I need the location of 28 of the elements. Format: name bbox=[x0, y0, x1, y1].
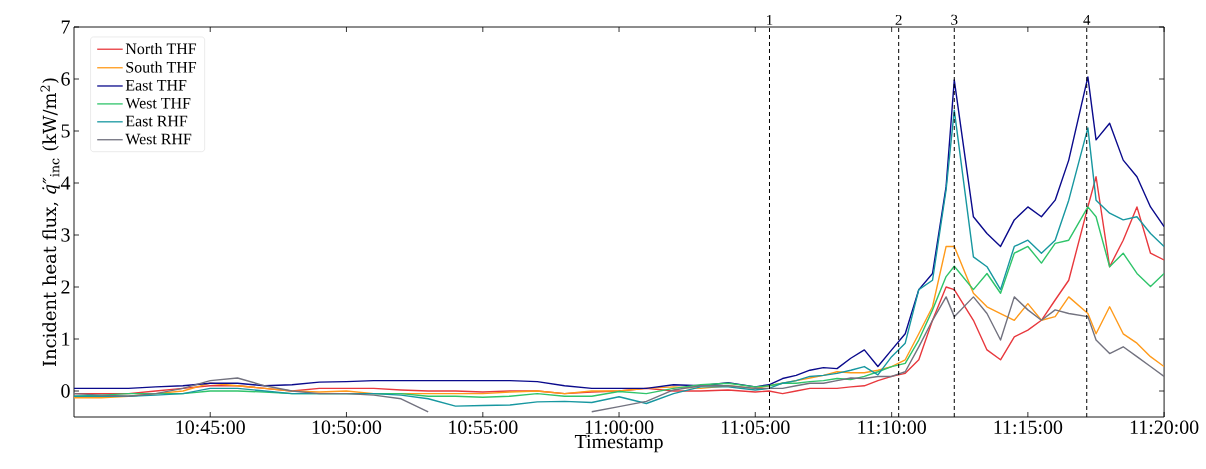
y-tick-label: 1 bbox=[62, 332, 70, 346]
y-tick-label: 6 bbox=[61, 72, 70, 86]
y-tick-label: 5 bbox=[61, 124, 70, 138]
x-axis-title: Timestamp bbox=[574, 434, 663, 453]
y-tick-label: 4 bbox=[60, 176, 71, 190]
x-tick-label: 11:10:00 bbox=[858, 420, 926, 435]
legend-label: South THF bbox=[126, 61, 197, 73]
legend-label: East RHF bbox=[125, 115, 188, 127]
annotation: 4 bbox=[1083, 14, 1091, 25]
legend-label: North THF bbox=[125, 42, 197, 55]
x-tick-label: 11:05:00 bbox=[721, 420, 790, 435]
y-tick-label: 7 bbox=[61, 20, 70, 34]
y-tick-label: 0 bbox=[61, 384, 70, 398]
legend-label: West RHF bbox=[125, 133, 192, 145]
x-tick-label: 11:20:00 bbox=[1130, 420, 1199, 435]
legend-label: West THF bbox=[125, 97, 191, 109]
x-tick-label: 11:00:00 bbox=[585, 420, 654, 435]
y-tick-label: 3 bbox=[61, 228, 70, 242]
x-tick-label: 11:15:00 bbox=[994, 420, 1063, 435]
annotation: 2 bbox=[895, 14, 902, 25]
x-tick-label: 10:45:00 bbox=[176, 420, 245, 435]
y-tick-label: 2 bbox=[61, 280, 70, 294]
x-tick-label: 10:55:00 bbox=[449, 420, 518, 435]
legend-label: East THF bbox=[125, 80, 187, 91]
annotation: 3 bbox=[951, 14, 958, 25]
y-axis-title: Incident heat flux, q̇″$_{inc}$ (kW/m$^{2}$) bbox=[40, 78, 60, 367]
annotation: 1 bbox=[767, 14, 773, 25]
x-tick-label: 10:50:00 bbox=[312, 420, 382, 435]
